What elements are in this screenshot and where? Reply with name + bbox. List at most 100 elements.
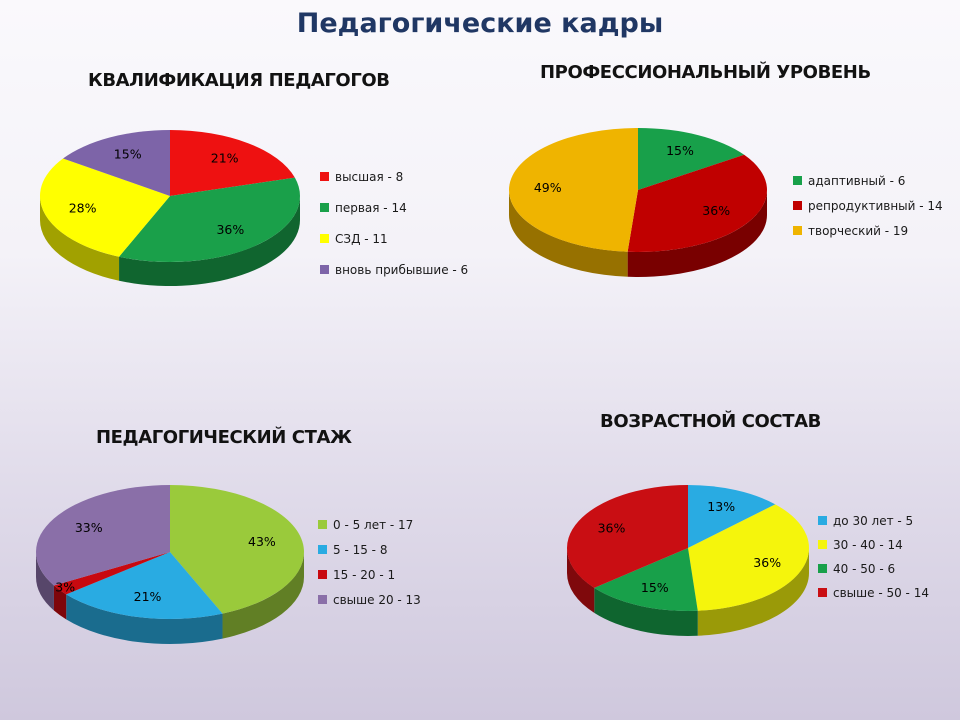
legend-item: до 30 лет - 5 [818, 512, 929, 529]
pie-slice [170, 130, 295, 196]
pie-slice-side [509, 190, 628, 277]
legend-item: высшая - 8 [320, 168, 468, 185]
pie-slice [170, 485, 304, 614]
pie-chart-age-composition: 13% 36% 15% 36% [567, 485, 809, 636]
legend-item: вновь прибывшие - 6 [320, 261, 468, 278]
legend-label: творческий - 19 [808, 223, 909, 238]
legend-item: репродуктивный - 14 [793, 197, 943, 214]
legend-label: свыше 20 - 13 [333, 592, 421, 607]
legend-item: СЗД - 11 [320, 230, 468, 247]
legend-label: первая - 14 [335, 200, 407, 215]
legend-swatch [818, 516, 827, 525]
slice-percent-label: 28% [69, 200, 97, 215]
pie-slice [688, 504, 809, 611]
legend-label: 5 - 15 - 8 [333, 542, 388, 557]
legend-swatch [320, 172, 329, 181]
slice-percent-label: 21% [211, 151, 239, 166]
legend-age-composition: до 30 лет - 5 30 - 40 - 14 40 - 50 - 6 свыш… [818, 512, 929, 608]
legend-swatch [318, 520, 327, 529]
pie-slice-side [594, 587, 698, 636]
legend-item: 15 - 20 - 1 [318, 566, 421, 583]
pie-slice-side [119, 196, 300, 286]
pie-slice [66, 552, 223, 619]
slice-percent-label: 21% [134, 589, 162, 604]
legend-item: 40 - 50 - 6 [818, 560, 929, 577]
slice-percent-label: 15% [114, 147, 142, 162]
legend-swatch [318, 545, 327, 554]
pie-slice [509, 128, 638, 252]
legend-label: 40 - 50 - 6 [833, 561, 896, 576]
pie-slice [638, 128, 745, 190]
pie-slice-side [627, 190, 767, 277]
legend-label: 30 - 40 - 14 [833, 537, 903, 552]
legend-label: репродуктивный - 14 [808, 198, 943, 213]
slice-percent-label: 36% [216, 222, 244, 237]
slice-percent-label: 15% [641, 580, 669, 595]
chart-title-teaching-experience: ПЕДАГОГИЧЕСКИЙ СТАЖ [96, 427, 352, 448]
pie-chart-teaching-experience: 43% 21% 3% 33% [36, 485, 304, 644]
slice-percent-label: 15% [666, 143, 694, 158]
legend-swatch [320, 265, 329, 274]
legend-label: СЗД - 11 [335, 231, 388, 246]
legend-swatch [793, 176, 802, 185]
slice-percent-label: 49% [534, 180, 562, 195]
pie-slice-side [697, 548, 809, 636]
pie-slice [36, 485, 170, 586]
legend-swatch [318, 570, 327, 579]
legend-label: вновь прибывшие - 6 [335, 262, 469, 277]
legend-label: свыше - 50 - 14 [833, 585, 929, 600]
slice-percent-label: 13% [707, 499, 735, 514]
pie-chart-professional-level: 15% 36% 49% [509, 128, 767, 277]
pie-slice-side [39, 196, 120, 281]
pie-slice-side [222, 552, 304, 639]
chart-title-professional-level: ПРОФЕССИОНАЛЬНЫЙ УРОВЕНЬ [540, 62, 871, 83]
legend-qualification: высшая - 8 первая - 14 СЗД - 11 вновь прибы… [320, 168, 468, 292]
legend-item: адаптивный - 6 [793, 172, 943, 189]
pie-chart-qualification: 21% 36% 28% 15% [39, 130, 300, 286]
legend-item: 0 - 5 лет - 17 [318, 516, 421, 533]
legend-label: 15 - 20 - 1 [333, 567, 396, 582]
pie-slice-side [53, 585, 67, 620]
legend-label: адаптивный - 6 [808, 173, 906, 188]
pie-slice [567, 485, 688, 588]
pie-slice-side [36, 552, 54, 611]
legend-swatch [793, 201, 802, 210]
legend-item: свыше 20 - 13 [318, 591, 421, 608]
pie-slice [119, 177, 300, 262]
slice-percent-label: 36% [753, 555, 781, 570]
pie-slice [688, 485, 776, 548]
pie-slice [627, 154, 767, 252]
legend-teaching-experience: 0 - 5 лет - 17 5 - 15 - 8 15 - 20 - 1 свыше… [318, 516, 421, 616]
legend-swatch [320, 234, 329, 243]
legend-swatch [320, 203, 329, 212]
legend-item: 30 - 40 - 14 [818, 536, 929, 553]
legend-swatch [818, 588, 827, 597]
pie-slice [40, 158, 171, 257]
legend-swatch [318, 595, 327, 604]
pie-slice-side [66, 594, 223, 644]
chart-title-qualification: КВАЛИФИКАЦИЯ ПЕДАГОГОВ [88, 70, 390, 91]
pie-slice [63, 130, 170, 196]
slice-percent-label: 3% [55, 580, 75, 595]
legend-swatch [793, 226, 802, 235]
legend-label: до 30 лет - 5 [833, 513, 914, 528]
pie-slice [594, 548, 698, 611]
legend-label: высшая - 8 [335, 169, 404, 184]
legend-professional-level: адаптивный - 6 репродуктивный - 14 творчес… [793, 172, 943, 247]
slice-percent-label: 36% [598, 521, 626, 536]
slice-percent-label: 36% [702, 203, 730, 218]
legend-item: первая - 14 [320, 199, 468, 216]
legend-item: свыше - 50 - 14 [818, 584, 929, 601]
chart-title-age-composition: ВОЗРАСТНОЙ СОСТАВ [600, 411, 821, 432]
legend-item: 5 - 15 - 8 [318, 541, 421, 558]
legend-item: творческий - 19 [793, 222, 943, 239]
pie-slice-side [567, 548, 595, 613]
pie-slice [53, 552, 171, 595]
legend-swatch [818, 564, 827, 573]
legend-label: 0 - 5 лет - 17 [333, 517, 414, 532]
legend-swatch [818, 540, 827, 549]
slice-percent-label: 33% [75, 520, 103, 535]
slide-title: Педагогические кадры [296, 8, 664, 39]
slice-percent-label: 43% [248, 534, 276, 549]
